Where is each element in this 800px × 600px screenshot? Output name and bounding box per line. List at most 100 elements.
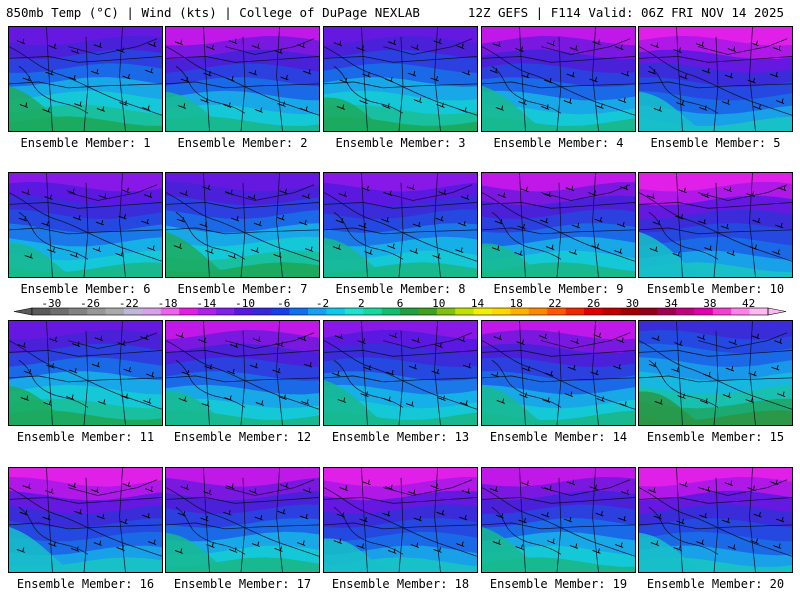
wind-barb (96, 514, 105, 520)
ensemble-map-panel (8, 26, 163, 132)
boundary-line (361, 173, 368, 277)
boundary-line (639, 350, 792, 357)
wind-barb (73, 215, 82, 221)
boundary-line (83, 182, 89, 277)
wind-barb (677, 393, 686, 399)
wind-barb (142, 513, 151, 519)
wind-barb (647, 487, 656, 493)
ensemble-member-label: Ensemble Member: 17 (173, 577, 312, 591)
wind-barb (145, 68, 154, 74)
wind-barb (407, 489, 416, 495)
wind-barb (774, 338, 783, 344)
warm-air-region (639, 231, 703, 277)
wind-barb (69, 367, 78, 374)
boundary-line (398, 36, 404, 131)
wind-barb (387, 243, 396, 249)
wind-barb (410, 542, 419, 548)
wind-barb (721, 517, 730, 524)
wind-barb (750, 40, 759, 47)
boundary-line (324, 522, 477, 530)
boundary-line (166, 375, 319, 383)
wind-barb (278, 394, 287, 400)
wind-barb (228, 253, 237, 259)
wind-barb (412, 221, 421, 228)
wind-barb (676, 518, 685, 525)
warm-air-region (639, 391, 703, 425)
wind-barb (339, 485, 348, 491)
wind-barb (255, 400, 264, 406)
wind-barb (492, 539, 501, 545)
boundary-line (398, 477, 404, 572)
boundary-line (749, 173, 756, 277)
warm-air-region (482, 85, 546, 131)
wind-barb (772, 249, 781, 255)
wind-barb (275, 341, 284, 347)
wind-barb (385, 484, 394, 490)
wind-barb (727, 46, 736, 52)
boundary-line (175, 65, 246, 114)
boundary-line (482, 202, 635, 209)
wind-barb (436, 510, 445, 516)
wind-barb (248, 70, 257, 76)
boundary-line (541, 332, 631, 349)
wind-barb (593, 332, 602, 339)
boundary-line (749, 468, 756, 572)
boundary-line (166, 497, 319, 504)
boundary-line (639, 202, 792, 209)
wind-barb (388, 332, 398, 339)
colorbar-swatch (694, 308, 714, 315)
wind-barb (19, 102, 28, 108)
wind-barb (613, 364, 622, 370)
colorbar-swatch (160, 308, 180, 315)
boundary-line (240, 36, 246, 131)
wind-barb (301, 399, 310, 405)
wind-barb (518, 99, 527, 105)
wind-barb (457, 336, 466, 343)
colorbar-tick-label: -18 (157, 297, 178, 310)
colorbar-tick-label: 2 (357, 297, 365, 310)
ensemble-map-panel (165, 26, 320, 132)
colorbar-outline (31, 307, 769, 316)
colorbar-tick-label: 38 (703, 297, 717, 310)
boundary-line (482, 350, 635, 357)
boundary-line (9, 227, 162, 235)
wind-barb (229, 547, 238, 553)
wind-barb (565, 185, 574, 192)
wind-barb (226, 75, 235, 82)
wind-barb (388, 548, 397, 554)
boundary-line (482, 487, 635, 557)
boundary-line (491, 211, 562, 260)
wind-barb (338, 191, 347, 197)
wind-barb (43, 400, 52, 406)
colorbar-swatch (179, 308, 198, 315)
wind-barb (363, 365, 372, 371)
boundary-line (276, 321, 283, 425)
wind-barb (223, 510, 232, 516)
wind-barb (118, 214, 127, 220)
wind-barb (337, 397, 346, 403)
wind-barb (304, 362, 313, 368)
wind-barb (384, 190, 393, 196)
ensemble-map-panel (638, 26, 793, 132)
wind-barb (541, 104, 550, 110)
wind-barb (650, 540, 659, 546)
warm-air-region (482, 385, 546, 425)
wind-barb (721, 99, 730, 105)
wind-barb (146, 371, 155, 378)
wind-barb (649, 246, 658, 252)
wind-barb (546, 40, 556, 47)
wind-barb (68, 74, 77, 81)
boundary-line (324, 497, 477, 504)
wind-barb (701, 192, 710, 198)
ensemble-member-label: Ensemble Member: 19 (489, 577, 628, 591)
wind-barb (339, 77, 348, 84)
wind-barb (123, 367, 132, 373)
wind-barb (435, 216, 444, 222)
warm-air-region (166, 532, 230, 572)
wind-barb (68, 482, 77, 489)
wind-barb (122, 481, 131, 488)
colorbar-swatch (234, 308, 254, 315)
wind-barb (385, 76, 394, 83)
boundary-line (68, 184, 158, 201)
wind-barb (747, 77, 756, 84)
